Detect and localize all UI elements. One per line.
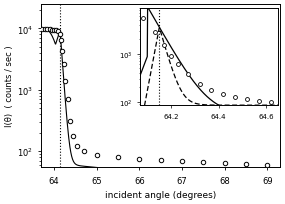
X-axis label: incident angle (degrees): incident angle (degrees) [105,190,216,199]
Y-axis label: I(θ)  ( counts / sec ): I(θ) ( counts / sec ) [5,45,14,127]
